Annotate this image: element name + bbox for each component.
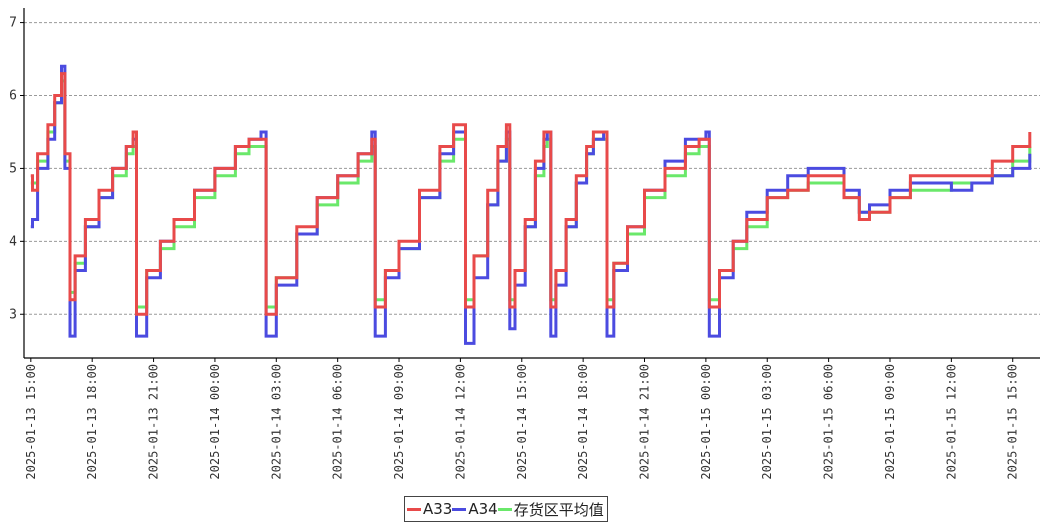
- x-tick-label-5: 2025-01-14 06:00: [331, 364, 345, 480]
- axes: [23, 8, 1040, 359]
- legend-swatch-a34: [452, 507, 467, 511]
- x-tick-label-4: 2025-01-14 03:00: [269, 364, 283, 480]
- x-tick-label-10: 2025-01-14 21:00: [638, 364, 652, 480]
- x-tick-label-1: 2025-01-13 18:00: [85, 364, 99, 480]
- y-tick-label-4: 4: [9, 234, 17, 249]
- y-tick-labels: 3 4 5 6 7: [9, 16, 24, 322]
- series-line-2: [30, 79, 1032, 309]
- y-tick-label-5: 5: [9, 161, 17, 176]
- series-line-1: [30, 64, 1032, 345]
- x-tick-labels: 2025-01-13 15:00 2025-01-13 18:00 2025-01-…: [24, 358, 1020, 480]
- x-tick-label-7: 2025-01-14 12:00: [453, 364, 467, 480]
- x-tick-label-13: 2025-01-15 06:00: [822, 364, 836, 480]
- y-tick-label-7: 7: [9, 16, 17, 31]
- x-tick-label-0: 2025-01-13 15:00: [24, 364, 38, 480]
- x-tick-label-14: 2025-01-15 09:00: [883, 364, 897, 480]
- x-tick-label-8: 2025-01-14 15:00: [515, 364, 529, 480]
- x-tick-label-9: 2025-01-14 18:00: [576, 364, 590, 480]
- y-tick-label-6: 6: [9, 89, 17, 104]
- legend-label-a33: A33: [423, 500, 453, 518]
- x-tick-label-11: 2025-01-15 00:00: [699, 364, 713, 480]
- legend-swatch-average: [497, 507, 512, 511]
- legend-label-a34: A34: [468, 500, 498, 518]
- legend-item-a34: A34: [452, 500, 498, 518]
- legend-label-average: 存货区平均值: [513, 500, 604, 519]
- legend: A33 A34 存货区平均值: [404, 496, 608, 522]
- series-lines: [30, 64, 1032, 345]
- x-tick-label-16: 2025-01-15 15:00: [1006, 364, 1020, 480]
- x-tick-label-3: 2025-01-14 00:00: [208, 364, 222, 480]
- gridlines: [24, 22, 1040, 315]
- y-tick-label-3: 3: [9, 307, 17, 322]
- legend-item-average: 存货区平均值: [497, 499, 604, 520]
- x-tick-label-6: 2025-01-14 09:00: [392, 364, 406, 480]
- legend-swatch-a33: [407, 507, 421, 511]
- series-line-0: [30, 72, 1032, 316]
- legend-item-a33: A33: [407, 500, 452, 518]
- x-tick-label-12: 2025-01-15 03:00: [760, 364, 774, 480]
- x-tick-label-2: 2025-01-13 21:00: [147, 364, 161, 480]
- x-tick-label-15: 2025-01-15 12:00: [944, 364, 958, 480]
